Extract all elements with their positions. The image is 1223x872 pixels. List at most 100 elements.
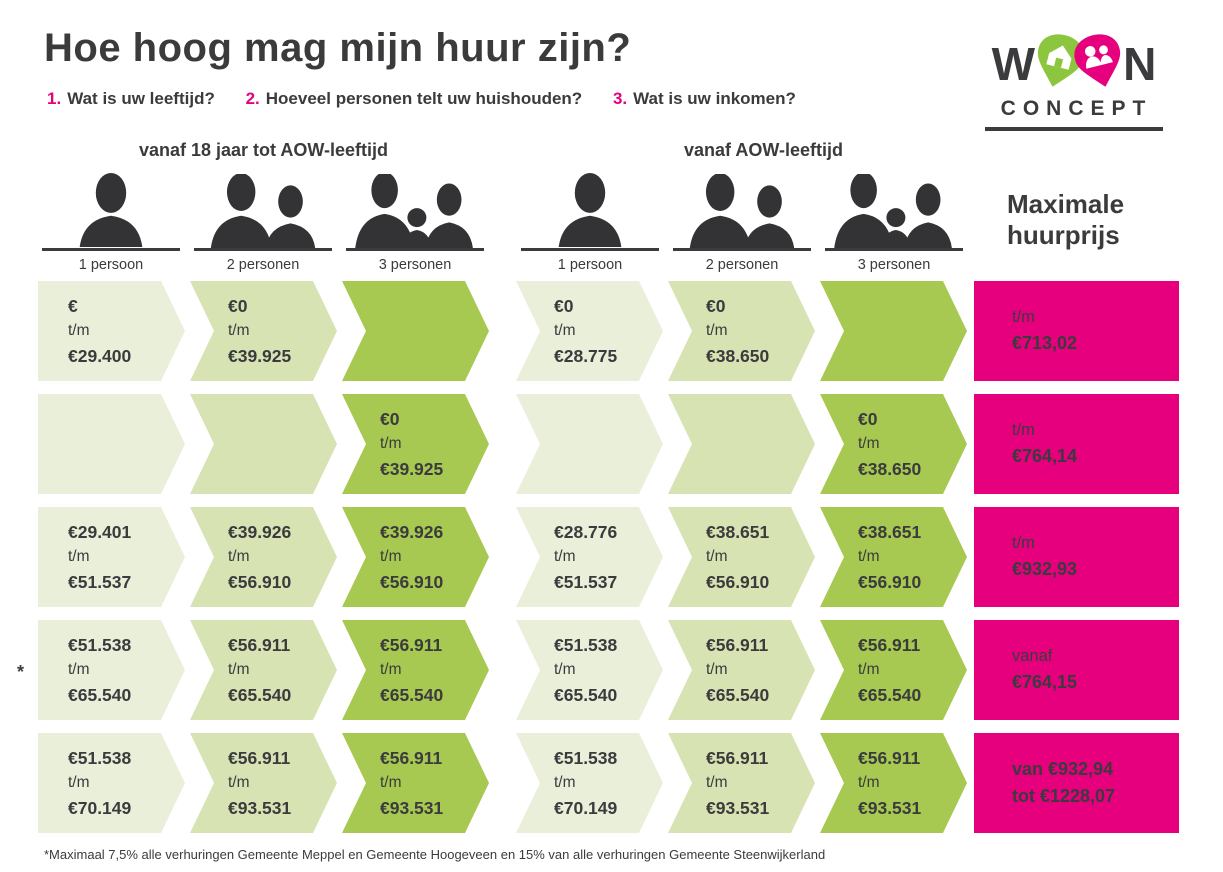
income-cell: € t/m €29.400 bbox=[38, 281, 185, 381]
income-line: €39.925 bbox=[228, 345, 292, 366]
table-row: €0 t/m €39.925 €0 t/m €38.650 t/m €764,14 bbox=[38, 394, 1179, 494]
table-row: €51.538 t/m €70.149 €56.911 t/m €93.531 €56.91… bbox=[38, 733, 1179, 833]
income-line: €56.911 bbox=[858, 635, 921, 656]
income-cell bbox=[820, 281, 967, 381]
income-line: €65.540 bbox=[858, 684, 922, 705]
income-cell bbox=[516, 394, 663, 494]
income-line: t/m bbox=[68, 548, 90, 566]
income-line: t/m bbox=[68, 661, 90, 679]
income-line: €39.926 bbox=[380, 522, 444, 543]
three-persons-icon bbox=[353, 172, 477, 248]
income-line: €93.531 bbox=[228, 797, 292, 818]
income-cell: €56.911 t/m €93.531 bbox=[668, 733, 815, 833]
income-line: t/m bbox=[706, 548, 728, 566]
income-line: €0 bbox=[380, 409, 400, 430]
household-label: 2 personen bbox=[705, 257, 779, 273]
income-line: €38.651 bbox=[706, 522, 770, 543]
page-title: Hoe hoog mag mijn huur zijn? bbox=[44, 26, 632, 70]
income-line: €38.650 bbox=[706, 345, 770, 366]
group-gap bbox=[494, 394, 516, 494]
income-line: t/m bbox=[554, 548, 576, 566]
group-gap bbox=[494, 281, 516, 381]
one-person-icon bbox=[552, 172, 628, 248]
income-line: €65.540 bbox=[228, 684, 292, 705]
income-cell bbox=[668, 394, 815, 494]
max-rent-line: t/m bbox=[1012, 421, 1035, 440]
row-asterisk: * bbox=[17, 662, 25, 682]
max-rent-line: €764,14 bbox=[1012, 445, 1078, 466]
income-line: t/m bbox=[380, 548, 402, 566]
income-line: € bbox=[68, 296, 78, 317]
group-gap bbox=[494, 507, 516, 607]
group-gap bbox=[494, 620, 516, 720]
income-cell: €38.651 t/m €56.910 bbox=[668, 507, 815, 607]
question-2-text: Hoeveel personen telt uw huishouden? bbox=[265, 89, 583, 108]
income-cell: €51.538 t/m €65.540 bbox=[516, 620, 663, 720]
income-cell: €0 t/m €39.925 bbox=[342, 394, 489, 494]
income-cell: €38.651 t/m €56.910 bbox=[820, 507, 967, 607]
income-line: €56.911 bbox=[380, 748, 443, 769]
income-line: €51.537 bbox=[68, 571, 132, 592]
income-line: €29.401 bbox=[68, 522, 132, 543]
income-cell: €0 t/m €28.775 bbox=[516, 281, 663, 381]
income-line: t/m bbox=[706, 661, 728, 679]
income-line: €39.926 bbox=[228, 522, 292, 543]
column-underline bbox=[346, 248, 484, 251]
column-underline bbox=[521, 248, 659, 251]
income-cell bbox=[342, 281, 489, 381]
income-line: t/m bbox=[706, 774, 728, 792]
income-line: €51.537 bbox=[554, 571, 618, 592]
household-column-1persoon-g1: 1 persoon bbox=[42, 172, 180, 273]
income-line: t/m bbox=[554, 322, 576, 340]
household-label: 1 persoon bbox=[78, 257, 144, 273]
column-underline bbox=[42, 248, 180, 251]
income-line: €56.911 bbox=[228, 748, 291, 769]
income-cell: €56.911 t/m €65.540 bbox=[820, 620, 967, 720]
income-cell: €51.538 t/m €70.149 bbox=[38, 733, 185, 833]
max-rent-line: t/m bbox=[1012, 534, 1035, 553]
max-rent-cell: t/m €713,02 bbox=[974, 281, 1179, 381]
column-underline bbox=[825, 248, 963, 251]
income-cell: €56.911 t/m €65.540 bbox=[668, 620, 815, 720]
income-line: t/m bbox=[554, 661, 576, 679]
income-line: €56.911 bbox=[706, 748, 769, 769]
household-column-1persoon-g2: 1 persoon bbox=[521, 172, 659, 273]
three-persons-icon bbox=[832, 172, 956, 248]
income-cell: €51.538 t/m €65.540 bbox=[38, 620, 185, 720]
income-line: €38.651 bbox=[858, 522, 922, 543]
income-line: €56.911 bbox=[706, 635, 769, 656]
income-line: €93.531 bbox=[380, 797, 444, 818]
income-line: t/m bbox=[858, 661, 880, 679]
income-line: €38.650 bbox=[858, 458, 922, 479]
household-column-2personen-g1: 2 personen bbox=[194, 172, 332, 273]
income-line: €70.149 bbox=[554, 797, 618, 818]
max-rent-line: tot €1228,07 bbox=[1012, 786, 1116, 806]
income-line: t/m bbox=[380, 774, 402, 792]
table-row: € t/m €29.400 €0 t/m €39.925 €0 t/m €28.775 €0 t/m… bbox=[38, 281, 1179, 381]
income-line: €0 bbox=[858, 409, 878, 430]
income-line: €56.911 bbox=[228, 635, 291, 656]
income-line: €65.540 bbox=[706, 684, 770, 705]
logo-letter-w: W bbox=[991, 38, 1036, 90]
income-line: €70.149 bbox=[68, 797, 132, 818]
income-line: t/m bbox=[554, 774, 576, 792]
income-line: €56.910 bbox=[706, 571, 770, 592]
income-cell: €28.776 t/m €51.537 bbox=[516, 507, 663, 607]
two-persons-icon bbox=[207, 172, 319, 248]
income-cell: €0 t/m €39.925 bbox=[190, 281, 337, 381]
income-line: t/m bbox=[858, 774, 880, 792]
question-3: 3. Wat is uw inkomen? bbox=[613, 89, 796, 108]
footnote: *Maximaal 7,5% alle verhuringen Gemeente… bbox=[44, 847, 826, 862]
logo-letter-n: N bbox=[1123, 38, 1157, 90]
income-line: €56.911 bbox=[380, 635, 443, 656]
logo-wordmark: W N bbox=[985, 33, 1163, 95]
max-rent-cell: t/m €764,14 bbox=[974, 394, 1179, 494]
income-cell bbox=[190, 394, 337, 494]
income-line: €0 bbox=[554, 296, 574, 317]
rent-table: € t/m €29.400 €0 t/m €39.925 €0 t/m €28.775 €0 t/m… bbox=[38, 281, 1179, 846]
logo-underline bbox=[985, 127, 1163, 131]
max-rent-line: van €932,94 bbox=[1012, 759, 1114, 779]
income-cell: €0 t/m €38.650 bbox=[820, 394, 967, 494]
two-persons-icon bbox=[686, 172, 798, 248]
